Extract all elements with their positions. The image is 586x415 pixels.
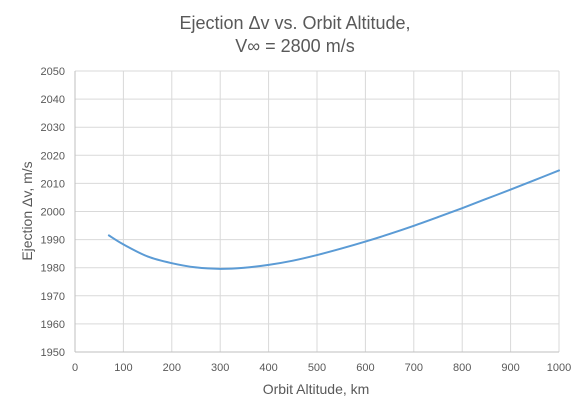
gridlines bbox=[75, 70, 560, 352]
data-point bbox=[461, 207, 464, 209]
y-tick-label: 2040 bbox=[41, 94, 65, 106]
data-point bbox=[558, 169, 560, 172]
x-tick-label: 400 bbox=[259, 362, 277, 374]
data-point bbox=[413, 225, 415, 227]
x-tick-label: 900 bbox=[501, 362, 519, 374]
series-layer bbox=[107, 169, 560, 270]
data-point bbox=[195, 266, 197, 269]
y-tick-label: 1990 bbox=[41, 235, 65, 247]
x-tick-label: 300 bbox=[211, 362, 229, 374]
series-line bbox=[107, 169, 560, 270]
x-tick-label: 200 bbox=[163, 362, 181, 374]
data-point bbox=[108, 234, 110, 237]
x-tick-label: 500 bbox=[308, 362, 326, 374]
x-tick-label: 800 bbox=[453, 362, 471, 374]
y-axis-title: Ejection Δv, m/s bbox=[19, 161, 35, 260]
chart-title-line2: V∞ = 2800 m/s bbox=[235, 36, 354, 56]
y-tick-label: 2000 bbox=[41, 207, 65, 219]
data-point bbox=[437, 216, 439, 218]
y-tick-label: 1980 bbox=[41, 263, 65, 275]
data-point bbox=[509, 188, 512, 191]
x-tick-label: 0 bbox=[72, 362, 78, 374]
chart-title-line1: Ejection Δv vs. Orbit Altitude, bbox=[179, 13, 410, 33]
x-tick-labels: 0 100 200 300 400 500 600 700 800 900 1000 bbox=[72, 362, 571, 374]
data-point bbox=[146, 255, 149, 258]
data-point bbox=[267, 264, 270, 266]
y-tick-label: 2050 bbox=[41, 66, 65, 78]
data-point bbox=[243, 266, 246, 269]
data-point bbox=[171, 262, 173, 265]
x-axis-title: Orbit Altitude, km bbox=[263, 381, 370, 397]
y-tick-label: 2020 bbox=[41, 150, 65, 162]
y-tick-label: 1960 bbox=[41, 319, 65, 331]
y-tick-label: 1970 bbox=[41, 291, 65, 303]
x-tick-label: 1000 bbox=[547, 362, 571, 374]
x-tick-label: 700 bbox=[405, 362, 423, 374]
data-point bbox=[534, 179, 536, 181]
data-point bbox=[364, 240, 367, 243]
x-tick-label: 100 bbox=[114, 362, 132, 374]
x-tick-label: 600 bbox=[356, 362, 374, 374]
data-point bbox=[340, 247, 343, 250]
axes bbox=[74, 71, 559, 353]
data-point bbox=[292, 259, 294, 262]
y-tick-label: 2030 bbox=[41, 122, 65, 134]
data-point bbox=[485, 198, 488, 200]
data-point bbox=[219, 268, 221, 270]
y-tick-labels: 1950 1960 1970 1980 1990 2000 2010 2020 2030 2040… bbox=[41, 66, 65, 359]
data-point bbox=[388, 233, 391, 235]
y-tick-label: 1950 bbox=[41, 347, 65, 359]
data-point bbox=[122, 243, 125, 246]
data-point bbox=[316, 254, 318, 256]
y-tick-label: 2010 bbox=[41, 178, 65, 190]
